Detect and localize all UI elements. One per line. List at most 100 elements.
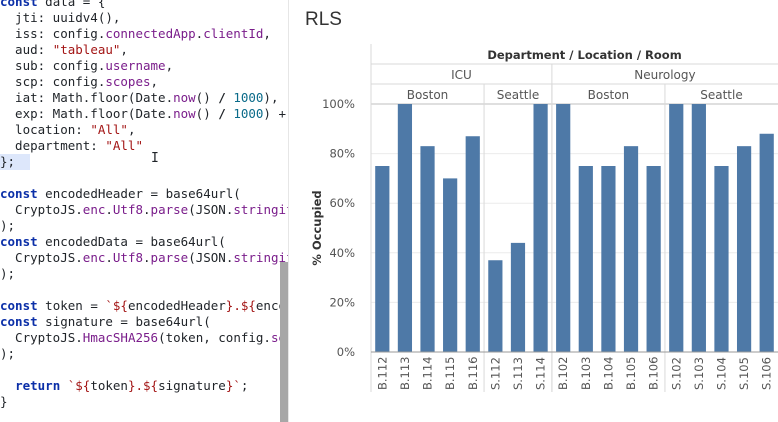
- code-line[interactable]: const encodedHeader = base64url(: [0, 186, 288, 202]
- tableau-viz[interactable]: RLS 0% 20% 40% 60% 80% 100% % Occupied Departme…: [289, 0, 778, 422]
- code-token: ;: [240, 378, 249, 393]
- code-token: (): [195, 90, 219, 105]
- code-line[interactable]: [0, 170, 288, 186]
- x-tick-label: B.112: [375, 357, 389, 391]
- code-line[interactable]: const data = {: [0, 0, 288, 10]
- bar: [488, 260, 503, 352]
- code-token: aud:: [0, 42, 53, 57]
- x-tick-label: S.112: [488, 357, 502, 390]
- code-line[interactable]: CryptoJS.enc.Utf8.parse(JSON.stringify(h…: [0, 202, 288, 218]
- bar: [691, 104, 706, 352]
- code-token: connectedApp: [105, 26, 196, 41]
- code-line[interactable]: iss: config.connectedApp.clientId,: [0, 26, 288, 42]
- code-token: return: [15, 378, 61, 393]
- bar: [375, 166, 390, 352]
- code-token: }.${: [127, 378, 159, 393]
- code-line[interactable]: const signature = base64url(: [0, 314, 288, 330]
- code-token: jti: uuidv4(),: [0, 10, 121, 25]
- code-token: now: [173, 106, 196, 121]
- code-token: const: [0, 186, 38, 201]
- code-token: ) + 300,: [263, 106, 286, 121]
- code-token: const: [0, 314, 38, 329]
- code-token: `${: [67, 378, 91, 393]
- bar: [443, 178, 458, 352]
- code-line[interactable]: const token = `${encodedHeader}.${encode…: [0, 298, 288, 314]
- code-token: iss: config.: [0, 26, 106, 41]
- code-token: (): [195, 106, 219, 121]
- code-line[interactable]: location: "All",: [0, 122, 288, 138]
- viz-title: RLS: [305, 9, 342, 30]
- code-token: encodedData = base64url(: [37, 234, 226, 249]
- code-line[interactable]: CryptoJS.enc.Utf8.parse(JSON.stringify(d…: [0, 250, 288, 266]
- code-line[interactable]: [0, 362, 288, 378]
- code-line[interactable]: return `${token}.${signature}`;: [0, 378, 288, 394]
- code-line[interactable]: );: [0, 218, 288, 234]
- location-header: Boston: [407, 88, 448, 102]
- code-token: ,: [165, 58, 174, 73]
- code-token: }: [0, 394, 8, 409]
- code-line[interactable]: department: "All": [0, 138, 288, 154]
- code-line[interactable]: aud: "tableau",: [0, 42, 288, 58]
- code-lines[interactable]: const data = { jti: uuidv4(), iss: confi…: [0, 0, 288, 410]
- code-token: signature = base64url(: [37, 314, 211, 329]
- code-line[interactable]: jti: uuidv4(),: [0, 10, 288, 26]
- code-token: (token, config.: [158, 330, 271, 345]
- code-token: }.${: [225, 298, 256, 313]
- code-token: token: [90, 378, 128, 393]
- y-tick-label: 80%: [329, 147, 355, 161]
- bar: [556, 104, 571, 352]
- code-line[interactable]: sub: config.username,: [0, 58, 288, 74]
- bar: [759, 133, 774, 352]
- code-token: "tableau": [52, 42, 121, 57]
- code-token: location:: [0, 122, 91, 137]
- x-tick-label: S.114: [534, 357, 548, 390]
- code-line[interactable]: const encodedData = base64url(: [0, 234, 288, 250]
- x-tick-label: S.105: [737, 357, 751, 390]
- department-header: Neurology: [634, 68, 695, 82]
- x-tick-label: S.104: [714, 357, 728, 390]
- code-token: iat: Math.floor(Date.: [0, 90, 174, 105]
- code-line[interactable]: };: [0, 154, 30, 170]
- code-line[interactable]: );: [0, 346, 288, 362]
- code-editor[interactable]: const data = { jti: uuidv4(), iss: confi…: [0, 0, 288, 422]
- code-token: ,: [263, 26, 271, 41]
- y-tick-label: 100%: [322, 97, 355, 111]
- code-token: const: [0, 298, 38, 313]
- code-token: "All": [90, 122, 128, 137]
- code-token: encodedData: [255, 298, 288, 313]
- code-token: clientId: [203, 26, 264, 41]
- bar: [533, 104, 548, 352]
- code-token: );: [0, 346, 16, 361]
- code-token: "All": [105, 138, 143, 153]
- y-axis-label: % Occupied: [310, 190, 324, 265]
- x-tick-label: S.106: [760, 357, 774, 390]
- bar: [714, 166, 729, 352]
- y-tick-label: 20%: [329, 295, 355, 309]
- code-token: const: [0, 0, 38, 9]
- code-line[interactable]: iat: Math.floor(Date.now() / 1000),: [0, 90, 288, 106]
- code-token: 1000: [233, 90, 264, 105]
- code-line[interactable]: );: [0, 266, 288, 282]
- occupancy-bar-chart[interactable]: 0% 20% 40% 60% 80% 100% % Occupied Department /…: [289, 0, 778, 422]
- code-line[interactable]: exp: Math.floor(Date.now() / 1000) + 300…: [0, 106, 288, 122]
- bar: [623, 146, 639, 352]
- code-line[interactable]: }: [0, 394, 288, 410]
- code-scrollbar[interactable]: [280, 262, 288, 422]
- code-token: ,: [150, 74, 159, 89]
- header-title: Department / Location / Room: [487, 48, 681, 62]
- code-token: sub: config.: [0, 58, 106, 73]
- bar: [646, 166, 661, 352]
- code-line[interactable]: scp: config.scopes,: [0, 74, 288, 90]
- code-line[interactable]: CryptoJS.HmacSHA256(token, config.secret…: [0, 330, 288, 346]
- location-header: Seattle: [497, 88, 539, 102]
- code-line[interactable]: [0, 282, 288, 298]
- code-token: /: [218, 90, 226, 105]
- x-tick-label: B.104: [601, 357, 615, 391]
- bar: [420, 146, 435, 352]
- code-token: const: [0, 234, 38, 249]
- code-token: enc: [82, 250, 106, 265]
- code-token: CryptoJS.: [0, 202, 83, 217]
- code-token: CryptoJS.: [0, 330, 83, 345]
- code-token: }`: [225, 378, 241, 393]
- x-tick-label: B.105: [624, 357, 638, 391]
